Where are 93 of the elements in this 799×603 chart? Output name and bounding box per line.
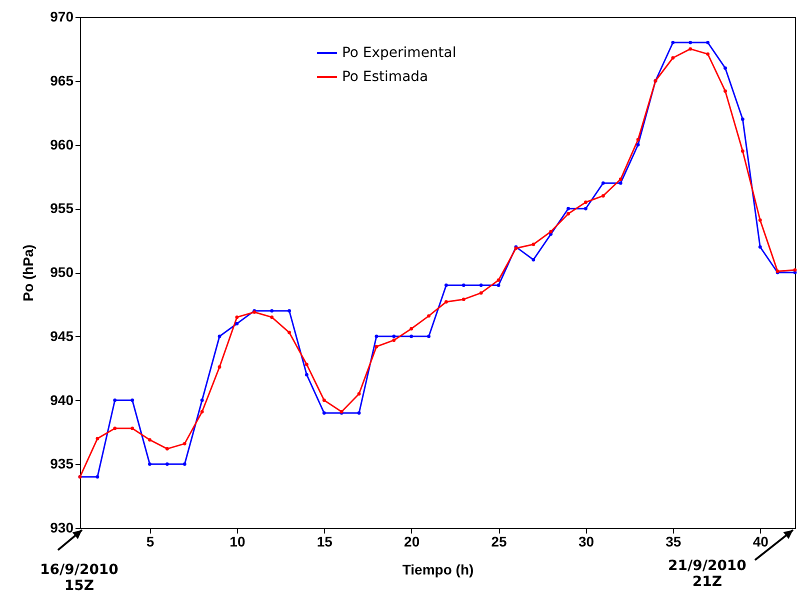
point [392,334,396,338]
point [740,117,744,121]
point [322,411,326,415]
y-tick-label: 955 [50,200,74,216]
point [724,89,727,93]
point [566,206,570,210]
point [113,398,117,402]
point [357,392,361,396]
text: 16/9/2010 15Z [40,562,118,594]
point [566,212,570,216]
x-axis-title: Tiempo (h) [402,562,474,578]
point [532,242,536,246]
point [584,206,588,210]
x-tick-label: 40 [752,534,769,550]
point [113,426,117,430]
point [270,309,274,313]
point [618,181,622,185]
point [410,326,414,330]
x-tick-label: 25 [491,534,508,550]
point [462,284,466,288]
point [549,230,553,234]
point [671,56,675,60]
point [688,40,692,44]
point [410,334,414,338]
legend-label: Po Estimada [342,69,428,85]
point [288,309,291,313]
point [130,426,134,430]
y-tick-label: 935 [50,456,74,472]
y-tick-label: 950 [50,264,74,280]
point [182,462,186,466]
point [427,334,431,338]
y-axis-title: Po (hPa) [20,244,36,302]
point [444,300,448,304]
x-tick-label: 30 [578,534,594,550]
point [532,258,536,262]
y-tick-label: 940 [50,392,74,408]
point [793,268,797,272]
y-tick-label: 960 [50,136,74,152]
point [427,314,431,318]
point [304,362,308,366]
point [392,338,396,342]
point [357,411,361,415]
x-tick-label: 20 [404,534,420,550]
point [479,284,483,288]
y-tick-label: 945 [50,328,74,344]
point [96,436,100,440]
point [636,143,640,146]
point [200,410,204,414]
point [182,442,186,446]
point [671,40,675,44]
point [165,462,169,466]
x-tick-label: 5 [146,534,154,550]
point [758,218,762,222]
point [496,278,500,282]
x-tick-label: 10 [230,534,246,550]
point [96,475,100,479]
text: 21/9/2010 21Z [668,558,746,590]
point [235,322,239,326]
point [462,298,466,302]
point [288,330,291,334]
y-tick-label: 965 [50,72,74,88]
point [165,447,169,451]
point [374,344,378,348]
point [304,372,308,376]
point [218,334,222,338]
point [218,365,222,369]
point [235,315,239,319]
point [148,438,152,442]
point [758,245,762,249]
point [706,52,710,56]
point [200,398,204,402]
point [688,47,692,51]
point [636,138,640,142]
point [601,181,605,185]
y-tick-label: 970 [50,8,74,24]
x-tick-label: 35 [666,534,682,550]
point [130,398,134,402]
point [479,291,483,295]
legend-label: Po Experimental [342,45,456,61]
x-tick-label: 15 [316,534,333,550]
point [148,462,152,466]
point [322,398,326,402]
point [374,334,378,338]
point [496,284,500,288]
point [584,200,588,204]
point [706,40,710,44]
point [601,194,605,198]
y-tick-label: 930 [50,520,74,536]
point [270,315,274,319]
point [618,178,622,181]
point [444,284,448,288]
point [724,66,727,70]
point [740,149,744,153]
